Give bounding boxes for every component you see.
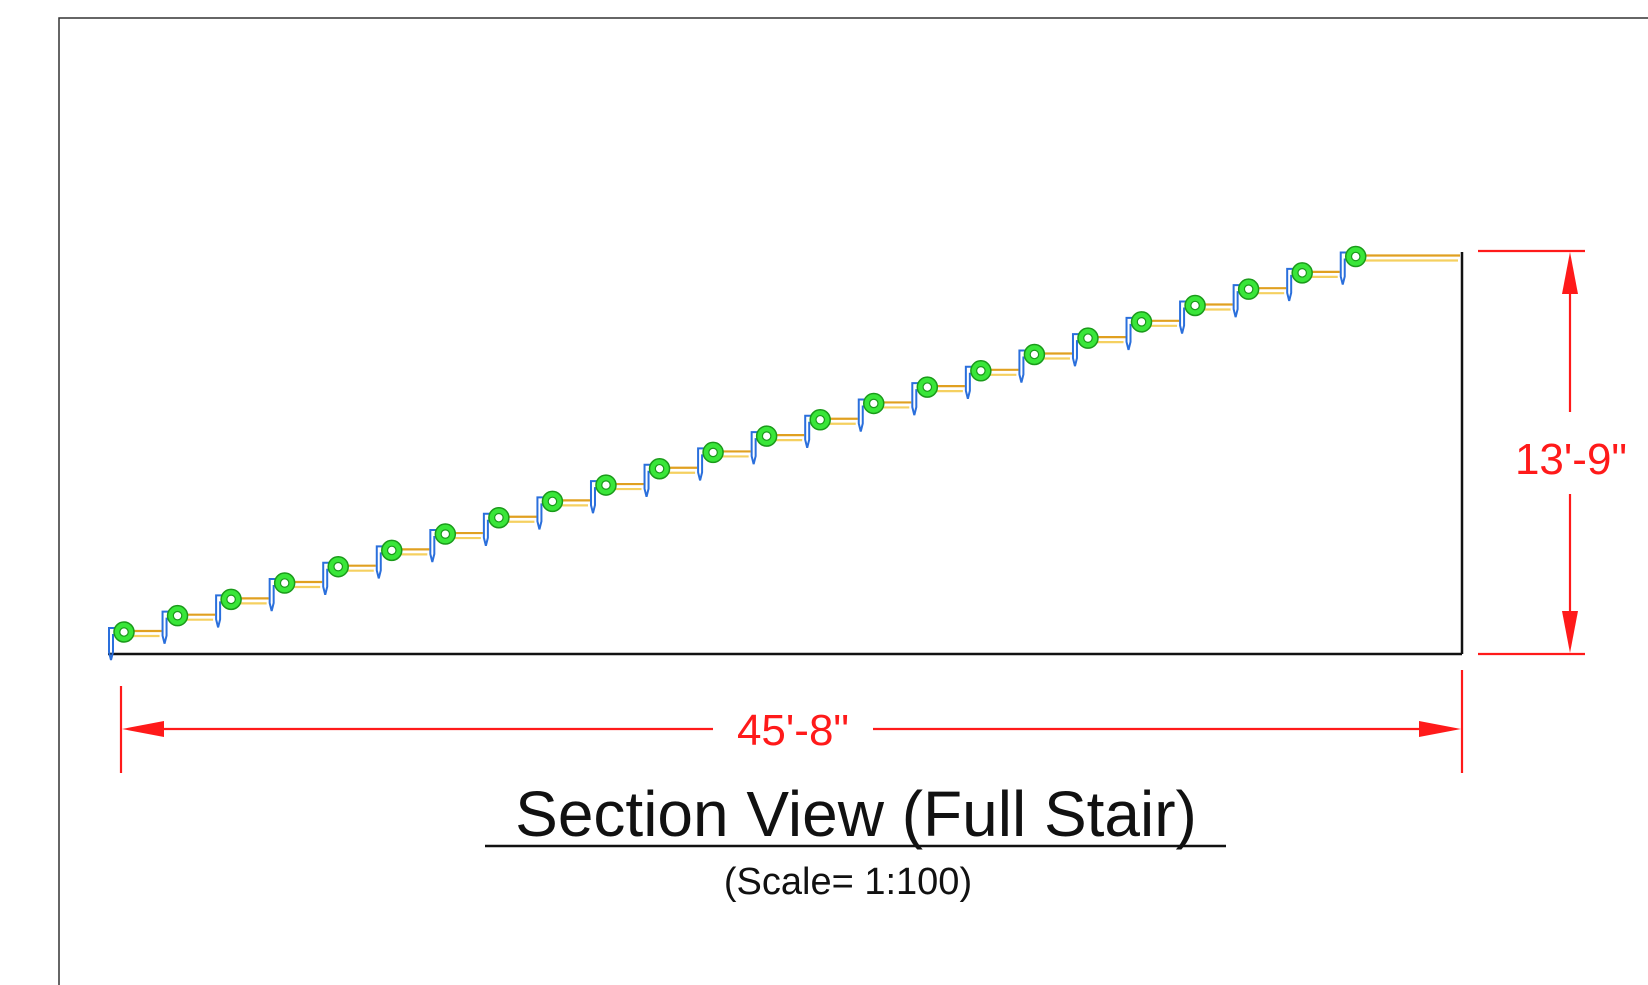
handrail-ring-inner: [119, 627, 129, 637]
nosing-bracket: [161, 610, 170, 644]
nosing-bracket: [804, 414, 813, 449]
handrail-ring-inner: [1029, 349, 1040, 360]
nosing-bracket: [215, 594, 224, 628]
handrail-ring-inner: [1297, 268, 1307, 278]
stair-step: [536, 490, 590, 530]
handrail-ring-inner: [1136, 317, 1147, 327]
nosing-bracket: [1232, 284, 1241, 318]
horizontal-arrow-left: [122, 721, 164, 737]
nosing-bracket: [1179, 300, 1188, 334]
handrail-ring-inner: [172, 610, 183, 621]
nosing-bracket: [322, 561, 331, 595]
stair-step: [1232, 278, 1287, 318]
stair-step: [1125, 311, 1180, 351]
nosing-bracket: [1286, 267, 1295, 302]
stair-steps: [108, 245, 1460, 661]
handrail-ring-inner: [494, 512, 504, 523]
nosing-bracket: [1339, 251, 1348, 285]
nosing-bracket: [697, 447, 706, 481]
horizontal-dimension-label: 45'-8": [737, 706, 849, 755]
handrail-ring-inner: [976, 366, 986, 376]
handrail-ring-inner: [761, 431, 772, 441]
stair-step: [643, 458, 698, 497]
drawing-title: Section View (Full Stair): [515, 778, 1197, 850]
nosing-bracket: [268, 578, 277, 612]
handrail-ring-inner: [1350, 251, 1361, 262]
stair-section-outline: [108, 252, 1464, 656]
vertical-arrow-bottom: [1562, 611, 1578, 653]
handrail-ring-inner: [440, 529, 451, 539]
handrail-ring-inner: [1083, 333, 1093, 343]
nosing-bracket: [482, 512, 491, 546]
nosing-bracket: [536, 496, 545, 530]
stair-step: [589, 474, 644, 514]
nosing-bracket: [643, 463, 652, 497]
handrail-ring-inner: [386, 545, 397, 556]
vertical-dimension-label: 13'-9": [1515, 435, 1627, 484]
drawing-frame: [58, 17, 1648, 985]
handrail-ring-inner: [279, 578, 290, 588]
stair-step: [697, 441, 751, 481]
handrail-ring-inner: [815, 414, 825, 425]
handrail-ring-inner: [868, 398, 879, 409]
stair-step: [268, 572, 323, 612]
nosing-bracket: [750, 431, 759, 465]
stair-step: [857, 392, 912, 432]
nosing-bracket: [1125, 316, 1134, 351]
stair-step: [429, 523, 483, 563]
stair-step: [482, 506, 537, 546]
stair-step: [215, 588, 269, 628]
nosing-bracket: [964, 365, 973, 400]
nosing-bracket: [911, 382, 920, 416]
drawing-title-block: Section View (Full Stair) (Scale= 1:100): [485, 778, 1226, 903]
vertical-dimension: 13'-9": [1478, 249, 1627, 656]
drawing-scale: (Scale= 1:100): [724, 861, 972, 903]
stair-step: [108, 621, 162, 661]
nosing-bracket: [108, 627, 116, 661]
stair-step: [911, 376, 965, 416]
horizontal-dimension: 45'-8": [119, 670, 1464, 773]
stair-step: [1179, 294, 1233, 334]
horizontal-arrow-right: [1419, 721, 1461, 737]
stair-step: [804, 409, 858, 449]
handrail-ring-inner: [547, 496, 558, 507]
stair-step: [1286, 262, 1340, 302]
vertical-arrow-top: [1562, 252, 1578, 294]
stair-step: [322, 555, 376, 595]
stair-step: [1071, 327, 1126, 367]
stair-step: [161, 604, 216, 644]
handrail-ring-inner: [654, 463, 665, 474]
nosing-bracket: [1018, 349, 1027, 383]
nosing-bracket: [857, 398, 866, 432]
handrail-ring-inner: [333, 561, 344, 572]
handrail-ring-inner: [922, 382, 933, 392]
handrail-ring-inner: [1190, 300, 1200, 311]
handrail-ring-inner: [708, 447, 718, 458]
nosing-bracket: [589, 480, 598, 514]
handrail-ring-inner: [226, 594, 236, 605]
stair-step: [1018, 343, 1072, 383]
nosing-bracket: [429, 529, 438, 563]
stair-step: [964, 360, 1019, 400]
nosing-bracket: [1071, 333, 1080, 367]
nosing-bracket: [375, 545, 384, 579]
handrail-ring-inner: [1243, 284, 1254, 294]
stair-step: [750, 425, 805, 465]
stair-step: [1339, 245, 1460, 285]
handrail-ring-inner: [601, 480, 611, 490]
stair-step: [375, 539, 430, 579]
